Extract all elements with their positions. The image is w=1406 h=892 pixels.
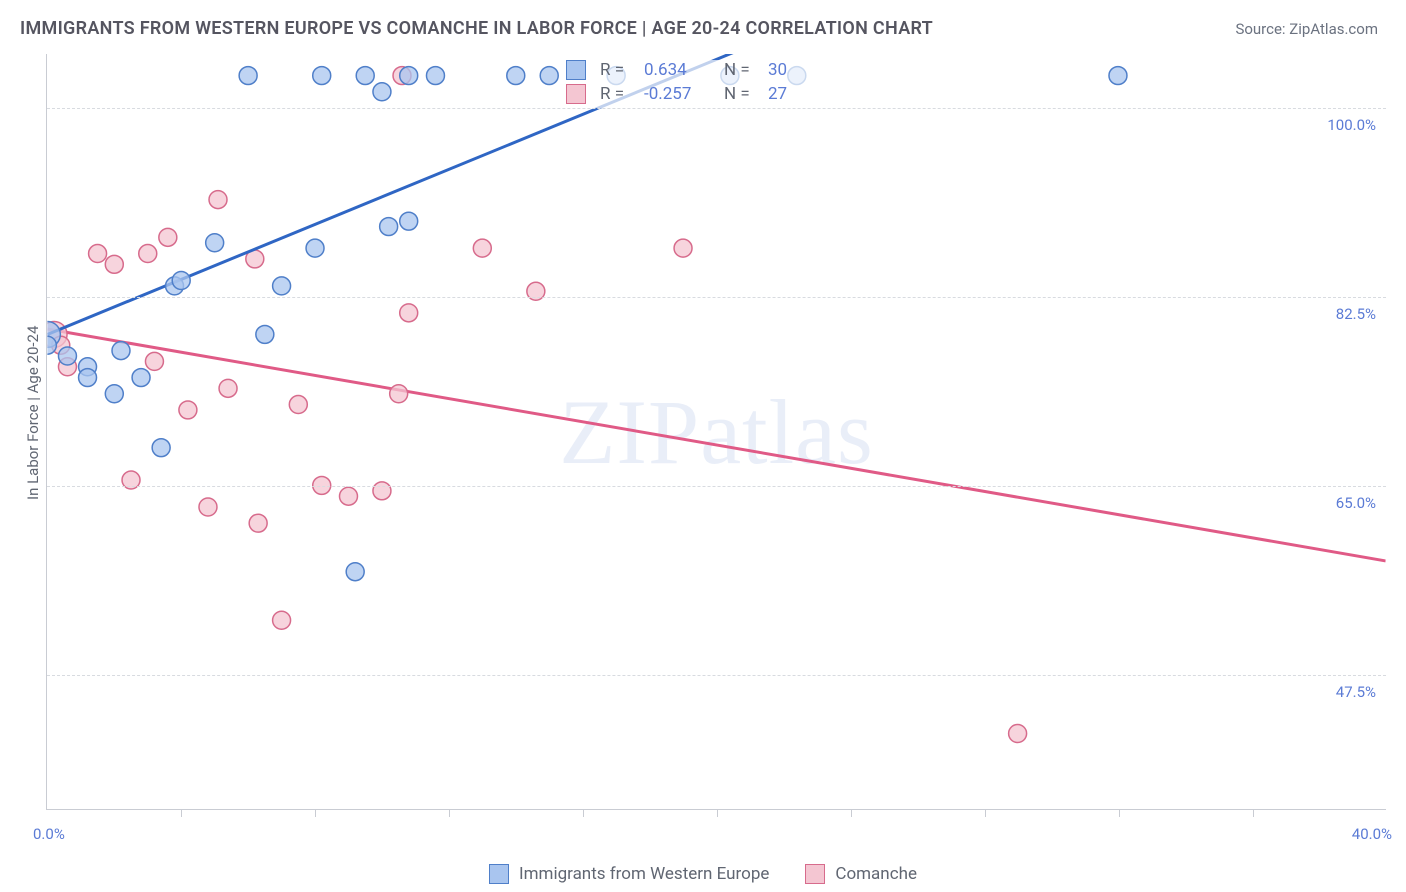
r-value-pink: -0.257 xyxy=(644,84,710,104)
data-point-pink xyxy=(139,245,157,263)
data-point-blue xyxy=(1109,67,1127,85)
r-label: R = xyxy=(600,84,630,104)
x-max-label: 40.0% xyxy=(1352,825,1392,843)
data-point-blue xyxy=(306,239,324,257)
data-point-pink xyxy=(674,239,692,257)
x-tick xyxy=(985,809,986,817)
source-credit: Source: ZipAtlas.com xyxy=(1235,20,1378,38)
r-value-blue: 0.634 xyxy=(644,60,710,80)
data-point-pink xyxy=(249,514,267,532)
legend-item-blue: Immigrants from Western Europe xyxy=(489,864,769,884)
gridline xyxy=(47,297,1386,298)
x-tick xyxy=(717,809,718,817)
x-tick xyxy=(449,809,450,817)
swatch-pink-icon xyxy=(566,84,586,104)
data-point-pink xyxy=(473,239,491,257)
source-name: ZipAtlas.com xyxy=(1289,20,1378,38)
source-label: Source: xyxy=(1235,20,1285,38)
n-value-pink: 27 xyxy=(768,84,834,104)
data-point-blue xyxy=(507,67,525,85)
x-tick xyxy=(583,809,584,817)
data-point-pink xyxy=(289,396,307,414)
data-point-blue xyxy=(426,67,444,85)
data-point-pink xyxy=(159,228,177,246)
x-tick xyxy=(181,809,182,817)
data-point-blue xyxy=(356,67,374,85)
data-point-blue xyxy=(58,347,76,365)
data-point-blue xyxy=(239,67,257,85)
data-point-blue xyxy=(256,325,274,343)
r-label: R = xyxy=(600,60,630,80)
data-point-pink xyxy=(273,611,291,629)
correlation-legend: R = 0.634 N = 30 R = -0.257 N = 27 xyxy=(566,60,834,108)
series-name-blue: Immigrants from Western Europe xyxy=(519,864,769,884)
data-point-pink xyxy=(145,352,163,370)
data-point-pink xyxy=(339,487,357,505)
data-point-pink xyxy=(400,304,418,322)
y-tick-label: 65.0% xyxy=(1336,494,1376,512)
data-point-blue xyxy=(313,67,331,85)
swatch-blue-icon xyxy=(489,864,509,884)
legend-row-pink: R = -0.257 N = 27 xyxy=(566,84,834,104)
data-point-blue xyxy=(373,83,391,101)
data-point-blue xyxy=(400,212,418,230)
data-point-pink xyxy=(89,245,107,263)
data-point-blue xyxy=(206,234,224,252)
y-tick-label: 100.0% xyxy=(1327,116,1376,134)
data-point-blue xyxy=(79,369,97,387)
x-tick xyxy=(851,809,852,817)
data-point-pink xyxy=(373,482,391,500)
data-point-pink xyxy=(199,498,217,516)
data-point-blue xyxy=(172,272,190,290)
data-point-blue xyxy=(112,342,130,360)
series-legend: Immigrants from Western Europe Comanche xyxy=(0,864,1406,884)
n-label: N = xyxy=(724,84,754,104)
x-tick xyxy=(315,809,316,817)
data-point-blue xyxy=(132,369,150,387)
x-tick xyxy=(1253,809,1254,817)
legend-row-blue: R = 0.634 N = 30 xyxy=(566,60,834,80)
data-point-blue xyxy=(152,439,170,457)
swatch-pink-icon xyxy=(805,864,825,884)
gridline xyxy=(47,486,1386,487)
chart-svg xyxy=(47,54,1386,809)
gridline xyxy=(47,675,1386,676)
data-point-blue xyxy=(346,563,364,581)
data-point-blue xyxy=(273,277,291,295)
data-point-blue xyxy=(400,67,418,85)
data-point-pink xyxy=(105,255,123,273)
swatch-blue-icon xyxy=(566,60,586,80)
data-point-pink xyxy=(179,401,197,419)
data-point-blue xyxy=(540,67,558,85)
data-point-pink xyxy=(219,379,237,397)
n-label: N = xyxy=(724,60,754,80)
legend-item-pink: Comanche xyxy=(805,864,917,884)
data-point-pink xyxy=(1009,725,1027,743)
data-point-pink xyxy=(390,385,408,403)
trend-line-pink xyxy=(47,329,1385,561)
gridline xyxy=(47,108,1386,109)
x-tick xyxy=(1119,809,1120,817)
y-axis-label: In Labor Force | Age 20-24 xyxy=(24,326,42,500)
x-min-label: 0.0% xyxy=(33,825,65,843)
y-tick-label: 82.5% xyxy=(1336,305,1376,323)
n-value-blue: 30 xyxy=(768,60,834,80)
series-name-pink: Comanche xyxy=(835,864,917,884)
chart-title: IMMIGRANTS FROM WESTERN EUROPE VS COMANC… xyxy=(20,18,933,39)
data-point-pink xyxy=(209,191,227,209)
chart-plot-area: ZIPatlas 100.0%82.5%65.0%47.5%0.0%40.0% xyxy=(46,54,1386,810)
data-point-blue xyxy=(105,385,123,403)
data-point-blue xyxy=(380,218,398,236)
trend-line-blue xyxy=(47,0,1385,334)
y-tick-label: 47.5% xyxy=(1336,683,1376,701)
